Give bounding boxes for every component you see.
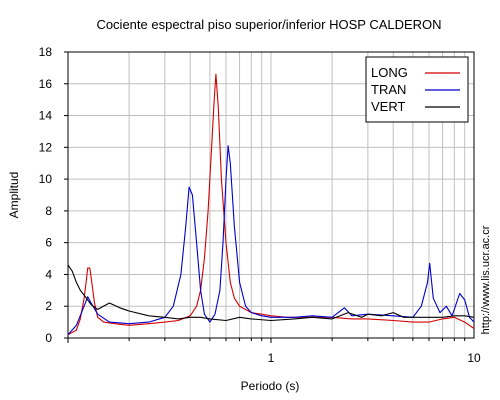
grid-lines: [68, 52, 474, 338]
y-tick-label: 18: [39, 45, 53, 59]
y-tick-label: 16: [39, 77, 53, 91]
chart-title: Cociente espectral piso superior/inferio…: [96, 17, 441, 32]
series-lines: [67, 73, 475, 336]
legend: LONG TRAN VERT: [365, 56, 469, 123]
series-line-long: [67, 73, 475, 336]
source-url: http://www.lis.ucr.ac.cr: [480, 225, 492, 334]
legend-label-long: LONG: [371, 65, 408, 80]
x-axis-label: Periodo (s): [241, 379, 300, 393]
legend-label-vert: VERT: [371, 99, 405, 114]
y-tick-label: 8: [45, 204, 52, 218]
x-tick-label: 10: [467, 351, 481, 365]
x-tick-label: 1: [268, 351, 275, 365]
series-line-vert: [67, 264, 475, 322]
y-tick-label: 10: [39, 172, 53, 186]
legend-label-tran: TRAN: [371, 82, 406, 97]
y-tick-label: 4: [45, 267, 52, 281]
y-tick-label: 12: [39, 140, 53, 154]
y-tick-label: 0: [45, 331, 52, 345]
y-tick-label: 6: [45, 236, 52, 250]
x-axis-ticks: 1 10: [67, 338, 481, 365]
y-tick-label: 14: [39, 109, 53, 123]
series-line-tran: [67, 145, 475, 336]
y-axis-ticks: 0 2 4 6 8 10 12 14 16 18: [39, 45, 68, 345]
y-tick-label: 2: [45, 299, 52, 313]
y-axis-label: Amplitud: [7, 172, 21, 219]
